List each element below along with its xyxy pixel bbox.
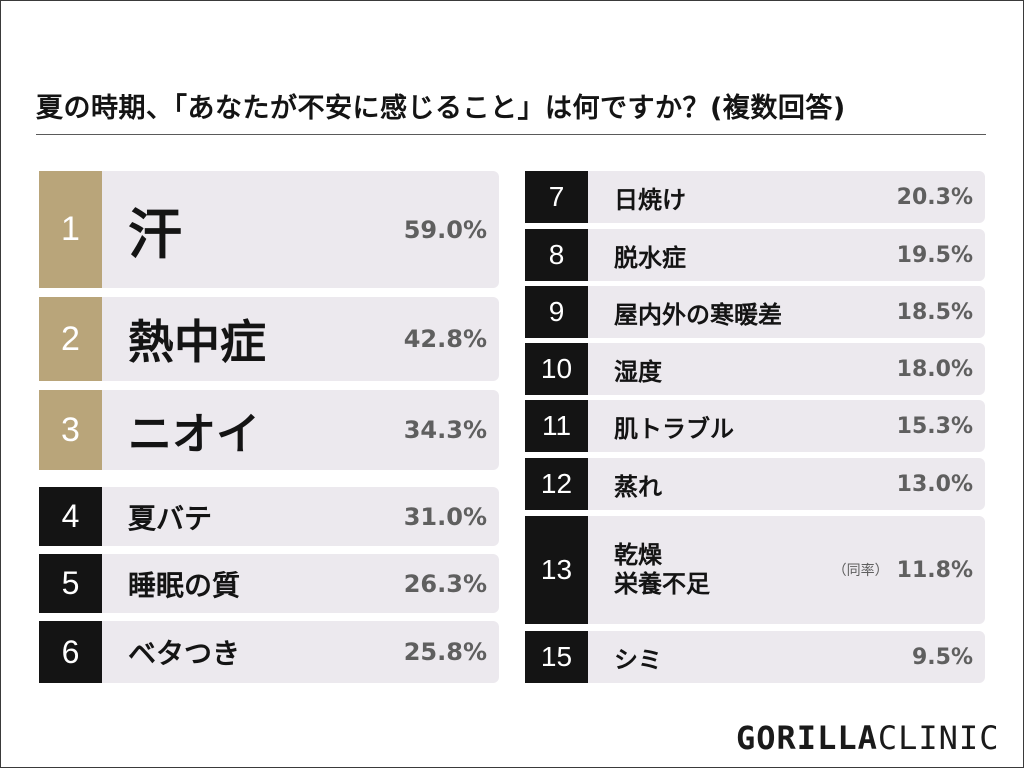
- percent-text: 15.3%: [896, 413, 973, 439]
- percent-text: 31.0%: [403, 502, 487, 531]
- percent-value: 18.5%: [708, 286, 973, 338]
- rank-number: 8: [525, 229, 588, 281]
- percent-value: 18.0%: [708, 343, 973, 395]
- percent-text: 18.0%: [896, 356, 973, 382]
- percent-value: 42.8%: [222, 297, 487, 381]
- ranking-row: 2 熱中症 42.8%: [39, 297, 499, 381]
- logo-bold-text: GORILLA: [736, 719, 878, 757]
- rank-number: 4: [39, 487, 102, 546]
- item-label: ベタつき: [128, 637, 241, 670]
- ranking-row: 4 夏バテ 31.0%: [39, 487, 499, 546]
- item-label: 肌トラブル: [614, 414, 734, 443]
- rank-number: 1: [39, 171, 102, 288]
- rank-number: 6: [39, 621, 102, 683]
- item-label-line: 乾燥: [614, 541, 662, 570]
- ranking-row: 10 湿度 18.0%: [525, 343, 985, 395]
- row-panel: [102, 487, 499, 546]
- row-panel: [588, 286, 985, 338]
- rank-number: 7: [525, 171, 588, 223]
- percent-value: 31.0%: [222, 487, 487, 546]
- ranking-row: 13 乾燥 栄養不足 （同率） 11.8%: [525, 516, 985, 624]
- row-panel: [588, 343, 985, 395]
- rank-number: 9: [525, 286, 588, 338]
- rank-number: 11: [525, 400, 588, 452]
- item-label: 蒸れ: [614, 472, 662, 501]
- row-panel: [588, 631, 985, 683]
- ranking-row: 5 睡眠の質 26.3%: [39, 554, 499, 613]
- rank-number: 15: [525, 631, 588, 683]
- row-panel: [102, 390, 499, 470]
- item-label: 湿度: [614, 357, 662, 386]
- brand-logo: GORILLA CLINIC: [736, 716, 999, 760]
- percent-text: 20.3%: [896, 184, 973, 210]
- percent-value: 26.3%: [222, 554, 487, 613]
- page-title: 夏の時期、「あなたが不安に感じること」は何ですか？(複数回答): [36, 93, 846, 124]
- ranking-row: 12 蒸れ 13.0%: [525, 458, 985, 510]
- percent-text: 19.5%: [896, 242, 973, 268]
- percent-text: 18.5%: [896, 299, 973, 325]
- ranking-row: 3 ニオイ 34.3%: [39, 390, 499, 470]
- row-panel: [588, 458, 985, 510]
- percent-value: 15.3%: [708, 400, 973, 452]
- row-panel: [588, 229, 985, 281]
- percent-text: 59.0%: [403, 215, 487, 244]
- rank-number: 12: [525, 458, 588, 510]
- ranking-row: 15 シミ 9.5%: [525, 631, 985, 683]
- title-divider: [36, 134, 986, 135]
- percent-value: 34.3%: [222, 390, 487, 470]
- item-label: 屋内外の寒暖差: [614, 300, 782, 329]
- item-label: 脱水症: [614, 243, 686, 272]
- percent-value: 59.0%: [222, 171, 487, 288]
- percent-text: 11.8%: [896, 557, 973, 583]
- item-label: 熱中症: [128, 315, 266, 369]
- percent-text: 25.8%: [403, 638, 487, 666]
- percent-text: 26.3%: [403, 569, 487, 598]
- row-panel: [588, 171, 985, 223]
- tie-note: （同率）: [832, 563, 889, 579]
- percent-value: 9.5%: [708, 631, 973, 683]
- row-panel: [588, 516, 985, 624]
- percent-value: （同率） 11.8%: [708, 516, 973, 624]
- rank-number: 3: [39, 390, 102, 470]
- item-label: 汗: [128, 203, 182, 266]
- item-label: 夏バテ: [128, 501, 213, 535]
- percent-value: 13.0%: [708, 458, 973, 510]
- ranking-row: 9 屋内外の寒暖差 18.5%: [525, 286, 985, 338]
- percent-text: 42.8%: [403, 325, 487, 353]
- percent-value: 20.3%: [708, 171, 973, 223]
- logo-light-text: CLINIC: [877, 719, 1000, 757]
- rank-number: 10: [525, 343, 588, 395]
- ranking-row: 11 肌トラブル 15.3%: [525, 400, 985, 452]
- percent-text: 34.3%: [403, 416, 487, 444]
- item-label-line: 栄養不足: [614, 570, 710, 598]
- percent-value: 19.5%: [708, 229, 973, 281]
- item-label: シミ: [614, 645, 662, 674]
- item-label: 日焼け: [614, 185, 686, 214]
- rank-number: 13: [525, 516, 588, 624]
- ranking-row: 1 汗 59.0%: [39, 171, 499, 288]
- row-panel: [102, 171, 499, 288]
- row-panel: [102, 621, 499, 683]
- rank-number: 5: [39, 554, 102, 613]
- percent-value: 25.8%: [222, 621, 487, 683]
- rank-number: 2: [39, 297, 102, 381]
- row-panel: [102, 554, 499, 613]
- item-label: ニオイ: [128, 409, 260, 460]
- ranking-row: 6 ベタつき 25.8%: [39, 621, 499, 683]
- ranking-row: 8 脱水症 19.5%: [525, 229, 985, 281]
- item-label: 睡眠の質: [128, 568, 241, 602]
- row-panel: [588, 400, 985, 452]
- item-label: 乾燥 栄養不足: [614, 516, 710, 624]
- row-panel: [102, 297, 499, 381]
- ranking-row: 7 日焼け 20.3%: [525, 171, 985, 223]
- percent-text: 13.0%: [896, 471, 973, 497]
- percent-text: 9.5%: [911, 644, 973, 670]
